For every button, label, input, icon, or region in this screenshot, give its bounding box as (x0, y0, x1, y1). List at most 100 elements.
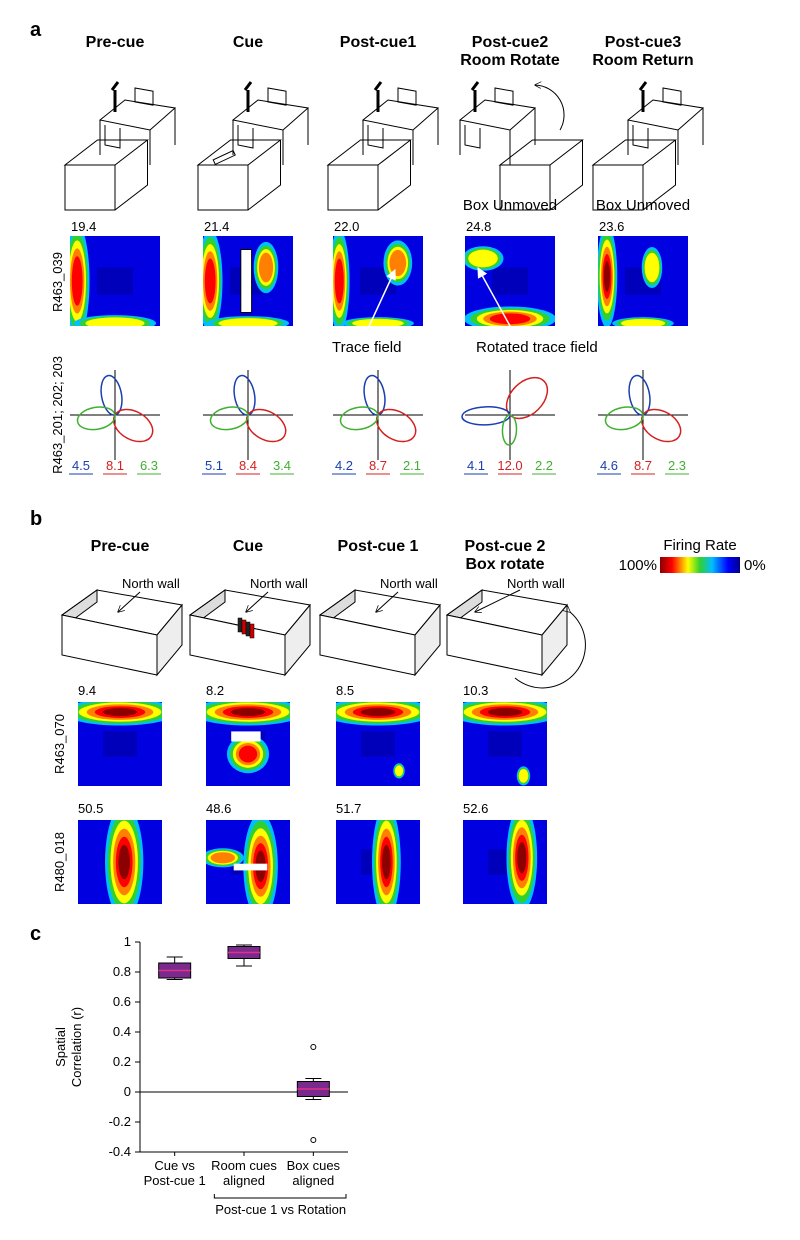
rate-map (336, 702, 420, 786)
rotate-arrow (535, 85, 565, 131)
polar-rate: 4.1 (467, 458, 485, 473)
polar-rate: 5.1 (205, 458, 223, 473)
rate-field (352, 318, 404, 326)
box (196, 139, 282, 211)
panel-label: b (30, 508, 42, 530)
rate-field (620, 318, 666, 326)
polar-plot (461, 370, 555, 460)
annotation: Rotated trace field (476, 339, 598, 356)
rate-field (238, 745, 258, 763)
polar-plot (333, 370, 423, 460)
monitor (267, 87, 287, 106)
cue-object (245, 621, 251, 637)
peak-rate: 8.5 (336, 683, 354, 698)
polar-rate: 4.5 (72, 458, 90, 473)
polar-lobe (209, 406, 249, 431)
box-edge (499, 140, 583, 211)
desk (626, 81, 705, 165)
column-title: Cue (233, 538, 263, 555)
y-tick-label: 0.2 (113, 1054, 131, 1069)
lamp (373, 81, 383, 112)
rate-map (336, 820, 420, 904)
x-tick-label: Room cues (211, 1158, 277, 1173)
wall-arrow (475, 589, 521, 612)
rate-map (203, 236, 293, 326)
peak-rate: 23.6 (599, 219, 624, 234)
peak-rate: 51.7 (336, 801, 361, 816)
peak-rate: 48.6 (206, 801, 231, 816)
rate-map (463, 702, 547, 786)
rate-field (118, 844, 130, 880)
cue-object (241, 619, 247, 635)
box-edge (326, 139, 412, 166)
y-tick-label: 0.6 (113, 994, 131, 1009)
lamp (638, 81, 648, 112)
box-side (189, 614, 286, 676)
box-side (156, 603, 183, 677)
box-side (446, 614, 543, 676)
rate-map (206, 820, 290, 904)
rate-field (85, 317, 145, 326)
rate-field (230, 708, 266, 717)
colorbar (660, 557, 740, 573)
rate-field (210, 852, 235, 864)
monitor (494, 87, 514, 106)
y-tick-label: 0 (124, 1084, 131, 1099)
column-title: Room Rotate (460, 52, 560, 69)
colorbar-label: 0% (744, 557, 766, 574)
column-title: Pre-cue (91, 538, 150, 555)
y-axis-label: Spatial (53, 1027, 68, 1067)
peak-rate: 52.6 (463, 801, 488, 816)
rate-map (463, 820, 547, 904)
polar-lobe (640, 408, 682, 443)
desk (361, 81, 440, 165)
desk (361, 99, 440, 165)
polar-lobe (76, 406, 116, 431)
y-tick-label: -0.4 (109, 1144, 131, 1159)
annotation-arrow (477, 267, 516, 336)
row-label: R463_070 (52, 714, 67, 774)
peak-rate: 10.3 (463, 683, 488, 698)
box-edge (591, 139, 677, 166)
box (63, 139, 149, 211)
lamp (470, 81, 480, 112)
polar-lobe (112, 408, 154, 443)
polar-rate: 2.2 (535, 458, 553, 473)
column-title: Post-cue3 (605, 34, 682, 51)
row-label: R480_018 (52, 832, 67, 892)
polar-rate: 8.7 (634, 458, 652, 473)
rate-map (78, 820, 162, 904)
polar-rate: 8.4 (239, 458, 257, 473)
polar-rate: 2.3 (668, 458, 686, 473)
rate-field (258, 252, 274, 283)
unvisited (233, 863, 268, 871)
x-tick-label: Box cues (287, 1158, 341, 1173)
peak-rate: 24.8 (466, 219, 491, 234)
column-title: Post-cue 1 (338, 538, 419, 555)
rate-field (518, 769, 529, 783)
rate-field (394, 765, 404, 777)
arena (188, 589, 311, 677)
wall-arrow (246, 591, 269, 612)
y-tick-label: 0.4 (113, 1024, 131, 1039)
polar-plot (598, 370, 688, 460)
polar-plot (203, 370, 293, 460)
box-edge (498, 139, 584, 166)
wall-label: North wall (507, 576, 565, 591)
rate-map-bg-dark (361, 731, 395, 757)
polar-lobe (501, 414, 518, 446)
lamp (243, 81, 253, 112)
monitor (662, 87, 682, 106)
polar-rate: 4.6 (600, 458, 618, 473)
monitor (134, 87, 154, 106)
desk (98, 99, 177, 165)
y-tick-label: -0.2 (109, 1114, 131, 1129)
peak-rate: 19.4 (71, 219, 96, 234)
annotation-arrow (364, 269, 396, 336)
y-tick-label: 0.8 (113, 964, 131, 979)
row-label: R463_039 (50, 252, 65, 312)
polar-rate: 12.0 (497, 458, 522, 473)
peak-rate: 22.0 (334, 219, 359, 234)
box-edge (63, 139, 149, 166)
polar-lobe (604, 406, 644, 431)
